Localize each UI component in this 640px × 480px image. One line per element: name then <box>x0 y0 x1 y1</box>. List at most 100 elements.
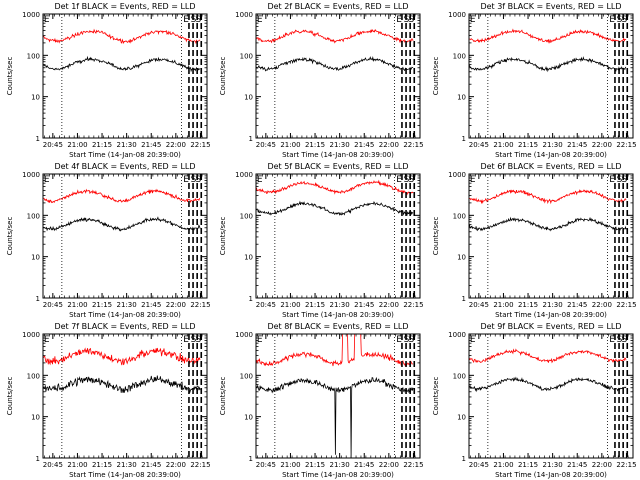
events-series-line <box>256 56 414 72</box>
x-tick-label: 21:15 <box>305 141 325 149</box>
y-tick-label: 1 <box>462 135 466 143</box>
marker-letter: E <box>183 335 189 345</box>
marker-letter: E <box>609 15 615 25</box>
x-tick-label: 21:45 <box>567 301 587 309</box>
y-axis-label: Counts/sec <box>219 57 227 96</box>
marker-letter: S <box>404 335 410 345</box>
marker-letter: S <box>409 335 415 345</box>
detector-panel-3: Det 3f BLACK = Events, RED = LLD Counts/s… <box>432 2 637 159</box>
x-tick-label: 22:15 <box>190 141 210 149</box>
x-tick-label: 21:45 <box>354 301 374 309</box>
y-tick-label: 100 <box>240 52 253 60</box>
lld-series-line <box>256 333 414 367</box>
panel-title: Det 8f BLACK = Events, RED = LLD <box>267 322 408 331</box>
marker-letter: S <box>617 335 623 345</box>
marker-letter: S <box>404 15 410 25</box>
events-series-line <box>469 376 627 393</box>
marker-letter: S <box>622 335 628 345</box>
y-axis-label: Counts/sec <box>6 377 14 416</box>
y-tick-label: 1 <box>36 295 40 303</box>
marker-letter: S <box>196 15 202 25</box>
x-tick-label: 21:45 <box>141 461 161 469</box>
x-tick-label: 21:45 <box>354 141 374 149</box>
marker-letter: S <box>191 15 197 25</box>
x-ticks: 20:45 21:00 21:15 21:30 21:45 22:00 22:15 <box>469 174 637 309</box>
events-series-line <box>256 376 414 459</box>
x-tick-label: 21:00 <box>280 301 300 309</box>
y-tick-label: 10 <box>244 94 253 102</box>
x-tick-label: 21:45 <box>567 141 587 149</box>
x-tick-label: 20:45 <box>43 461 63 469</box>
marker-letter: E <box>183 15 189 25</box>
marker-letter: E <box>183 175 189 185</box>
panel-title: Det 5f BLACK = Events, RED = LLD <box>267 162 408 171</box>
x-tick-label: 22:15 <box>403 461 423 469</box>
x-tick-label: 21:45 <box>354 461 374 469</box>
x-axis-label: Start Time (14-Jan-08 20:39:00) <box>282 471 394 479</box>
y-tick-label: 1000 <box>22 171 40 179</box>
x-ticks: 20:45 21:00 21:15 21:30 21:45 22:00 22:15 <box>43 14 211 149</box>
marker-letter: E <box>396 15 402 25</box>
y-tick-label: 100 <box>453 52 466 60</box>
panel-title: Det 6f BLACK = Events, RED = LLD <box>480 162 621 171</box>
x-tick-label: 21:00 <box>280 461 300 469</box>
panel-title: Det 4f BLACK = Events, RED = LLD <box>54 162 195 171</box>
x-tick-label: 20:45 <box>43 141 63 149</box>
x-tick-label: 21:00 <box>280 141 300 149</box>
x-tick-label: 21:30 <box>543 301 563 309</box>
detector-panel-6: Det 6f BLACK = Events, RED = LLD Counts/s… <box>432 162 637 319</box>
x-axis-label: Start Time (14-Jan-08 20:39:00) <box>69 471 181 479</box>
marker-letter: E <box>257 15 263 25</box>
panel-title: Det 7f BLACK = Events, RED = LLD <box>54 322 195 331</box>
marker-letter: E <box>44 175 50 185</box>
plot-frame <box>42 173 208 299</box>
x-tick-label: 21:00 <box>493 141 513 149</box>
y-ticks: 1 10 100 1000 <box>235 331 420 463</box>
x-tick-label: 20:45 <box>256 301 276 309</box>
x-tick-label: 22:00 <box>379 461 399 469</box>
y-tick-label: 1 <box>462 295 466 303</box>
panel-title: Det 2f BLACK = Events, RED = LLD <box>267 2 408 11</box>
x-tick-label: 21:15 <box>92 141 112 149</box>
lld-series-line <box>256 28 414 44</box>
x-tick-label: 22:00 <box>166 461 186 469</box>
x-tick-label: 21:00 <box>67 461 87 469</box>
marker-letter: E <box>609 175 615 185</box>
x-ticks: 20:45 21:00 21:15 21:30 21:45 22:00 22:15 <box>256 174 424 309</box>
panel-title: Det 3f BLACK = Events, RED = LLD <box>480 2 621 11</box>
y-tick-label: 1000 <box>22 331 40 339</box>
x-tick-label: 21:15 <box>518 461 538 469</box>
plot-frame <box>468 173 634 299</box>
marker-letter: S <box>404 175 410 185</box>
y-tick-label: 1000 <box>235 331 253 339</box>
y-tick-label: 1000 <box>448 171 466 179</box>
y-tick-label: 1000 <box>448 331 466 339</box>
x-tick-label: 21:45 <box>141 301 161 309</box>
plot-frame <box>255 333 421 459</box>
y-ticks: 1 10 100 1000 <box>22 331 207 463</box>
y-tick-label: 1 <box>462 455 466 463</box>
x-tick-label: 22:15 <box>403 141 423 149</box>
events-series-line <box>43 375 201 394</box>
y-tick-label: 10 <box>244 254 253 262</box>
y-axis-label: Counts/sec <box>6 57 14 96</box>
y-tick-label: 100 <box>27 212 40 220</box>
y-tick-label: 1 <box>249 455 253 463</box>
y-ticks: 1 10 100 1000 <box>235 11 420 143</box>
marker-letter: S <box>617 175 623 185</box>
x-tick-label: 22:00 <box>379 141 399 149</box>
y-tick-label: 10 <box>244 414 253 422</box>
x-tick-label: 22:15 <box>616 301 636 309</box>
x-ticks: 20:45 21:00 21:15 21:30 21:45 22:00 22:15 <box>43 174 211 309</box>
plot-frame <box>468 333 634 459</box>
x-ticks: 20:45 21:00 21:15 21:30 21:45 22:00 22:15 <box>256 334 424 469</box>
x-tick-label: 21:15 <box>518 301 538 309</box>
y-ticks: 1 10 100 1000 <box>448 331 633 463</box>
marker-letter: E <box>257 175 263 185</box>
lld-series-line <box>43 28 201 45</box>
x-tick-label: 20:45 <box>256 141 276 149</box>
detector-panel-5: Det 5f BLACK = Events, RED = LLD Counts/s… <box>219 162 424 319</box>
x-tick-label: 21:45 <box>141 141 161 149</box>
lld-series-line <box>43 188 201 204</box>
